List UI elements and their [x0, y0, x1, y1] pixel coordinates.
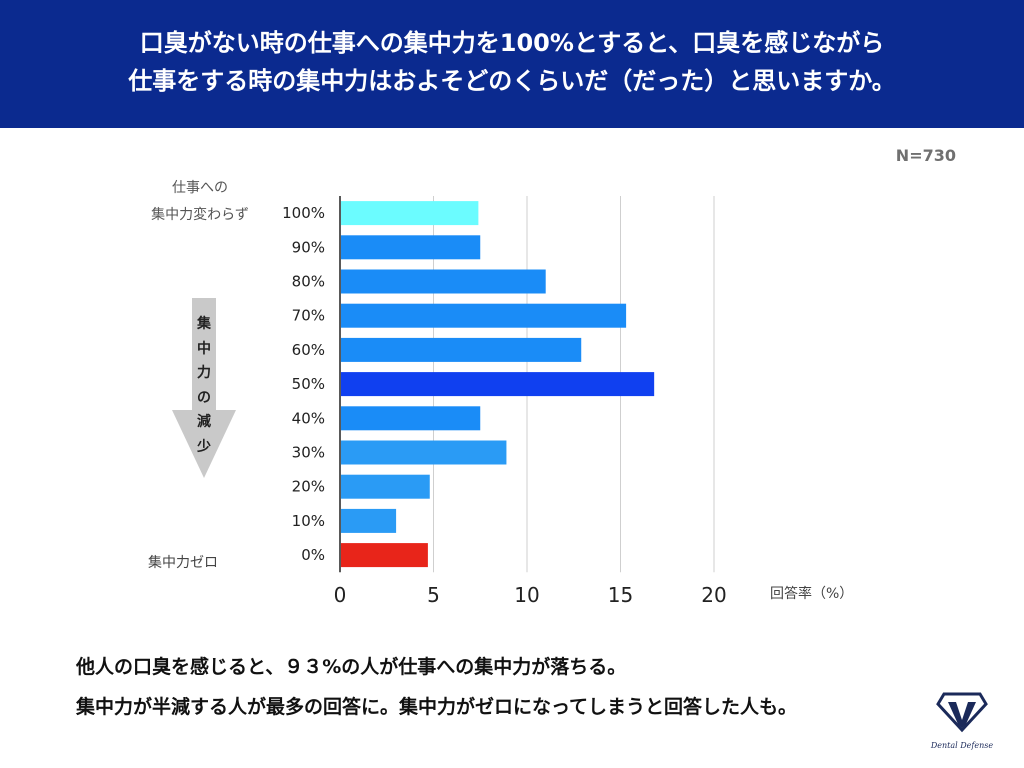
bar [341, 406, 480, 430]
x-tick-label: 10 [514, 583, 539, 607]
bar [341, 543, 428, 567]
x-tick-label: 5 [427, 583, 440, 607]
x-tick-label: 15 [608, 583, 633, 607]
bar [341, 201, 478, 225]
category-label: 20% [292, 478, 325, 496]
bar [341, 235, 480, 259]
summary-line-2: 集中力が半減する人が最多の回答に。集中力がゼロになってしまうと回答した人も。 [76, 692, 797, 719]
x-tick-label: 20 [701, 583, 726, 607]
category-label: 70% [292, 307, 325, 325]
category-label: 30% [292, 444, 325, 462]
x-axis-title: 回答率（%） [770, 583, 853, 603]
category-label: 100% [282, 204, 325, 222]
bar [341, 475, 430, 499]
category-label: 10% [292, 512, 325, 530]
category-label: 80% [292, 273, 325, 291]
bar [341, 338, 581, 362]
category-label: 40% [292, 409, 325, 427]
bar [341, 270, 546, 294]
category-label: 60% [292, 341, 325, 359]
summary-line-1: 他人の口臭を感じると、９３%の人が仕事への集中力が落ちる。 [76, 652, 626, 679]
x-tick-label: 0 [334, 583, 347, 607]
category-label: 0% [301, 546, 325, 564]
logo-text: Dental Defense [930, 741, 993, 750]
category-label: 50% [292, 375, 325, 393]
bar [341, 304, 626, 328]
category-label: 90% [292, 238, 325, 256]
bar [341, 441, 506, 465]
bar [341, 372, 654, 396]
dental-defense-logo: Dental Defense [928, 690, 996, 754]
bar [341, 509, 396, 533]
